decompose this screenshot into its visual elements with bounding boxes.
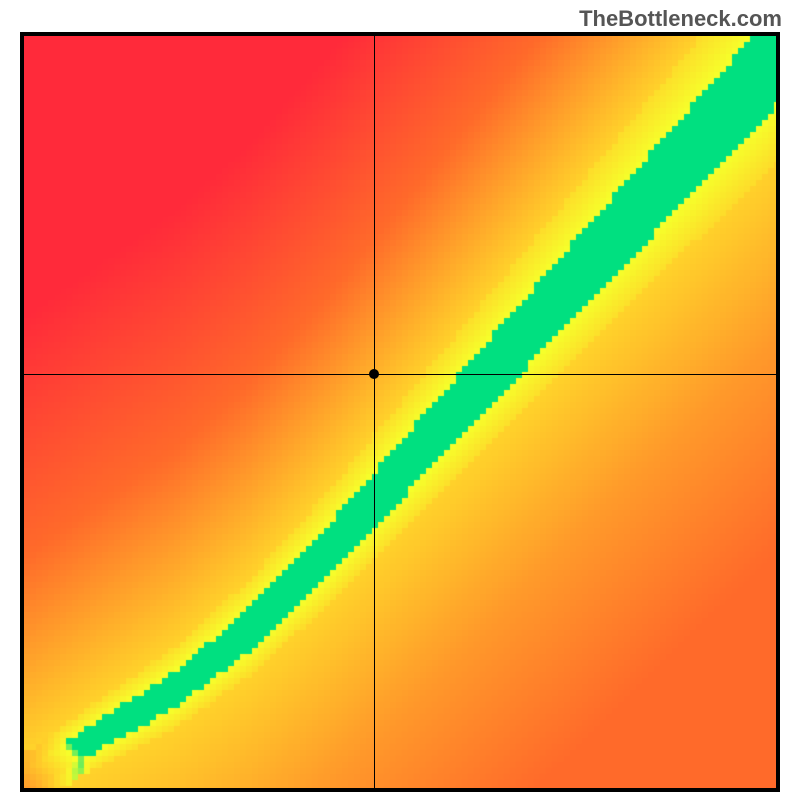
bottleneck-heatmap [20,32,780,792]
heatmap-canvas [24,36,776,788]
watermark-text: TheBottleneck.com [579,6,782,32]
